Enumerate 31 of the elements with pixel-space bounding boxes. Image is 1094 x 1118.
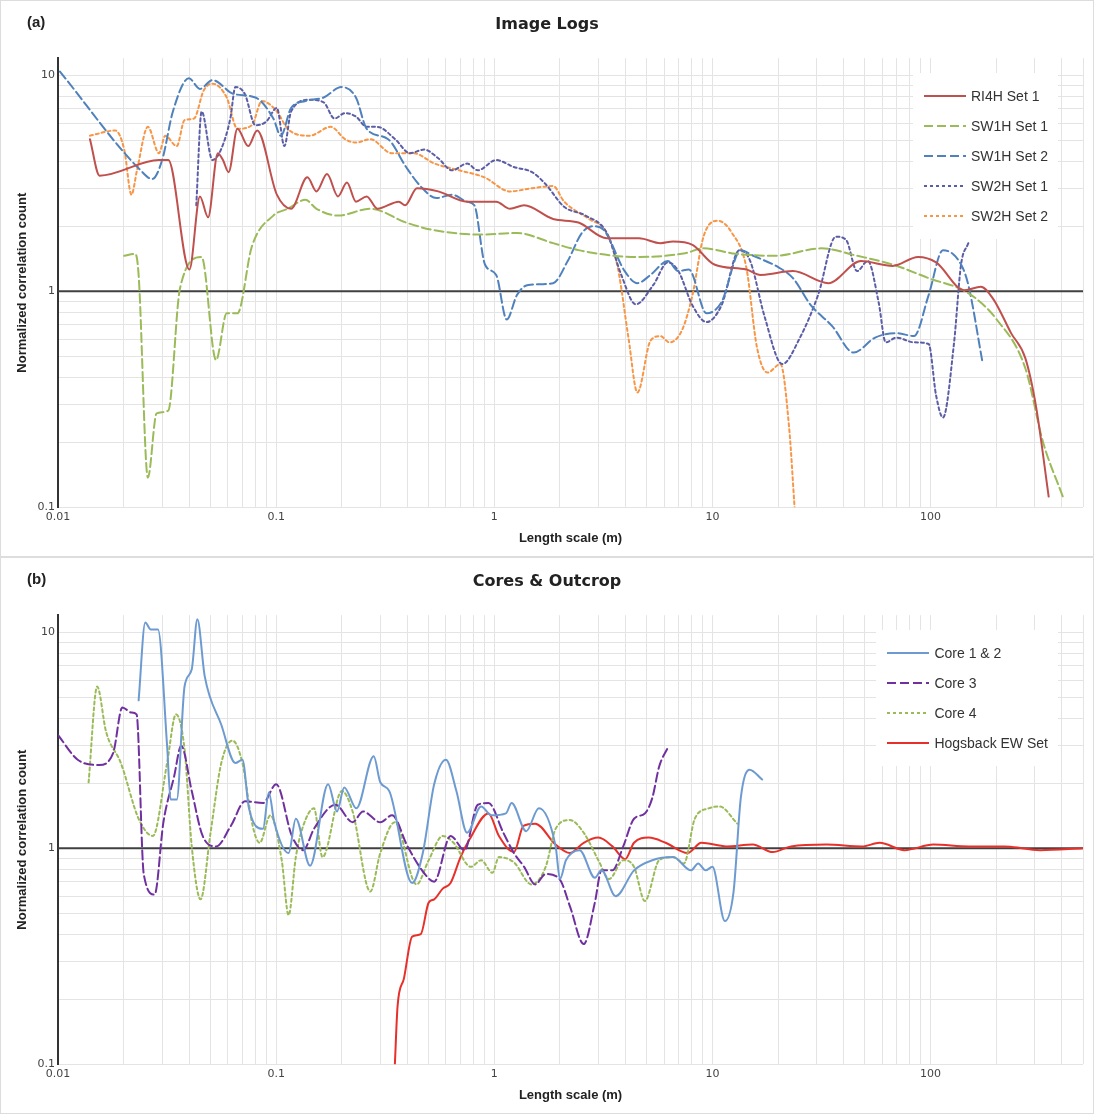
- y-tick-label: 10: [41, 68, 56, 82]
- x-tick-label: 0.1: [267, 1066, 285, 1080]
- chart-title: Image Logs: [495, 13, 599, 33]
- text: (b): [27, 570, 47, 587]
- y-tick-label: 10: [41, 625, 56, 639]
- legend-label: SW2H Set 2: [970, 208, 1048, 225]
- x-tick-label: 100: [920, 509, 942, 523]
- legend-label: SW1H Set 1: [970, 118, 1048, 135]
- legend-label: Hogsback EW Set: [934, 735, 1048, 752]
- text: (a): [27, 13, 46, 30]
- legend-label: Core 4: [934, 705, 977, 722]
- x-tick-label: 1: [490, 1066, 498, 1080]
- x-tick-label: 0.1: [267, 509, 285, 523]
- legend-label: SW2H Set 1: [970, 178, 1048, 195]
- x-tick-label: 10: [705, 1066, 720, 1080]
- chart-title: Cores & Outcrop: [472, 570, 622, 590]
- y-axis-title: Normalized correlation count: [14, 749, 30, 930]
- legend-label: SW1H Set 2: [970, 148, 1048, 165]
- y-axis-title: Normalized correlation count: [14, 192, 30, 373]
- x-axis-title: Length scale (m): [518, 529, 623, 545]
- legend-label: Core 3: [934, 675, 977, 692]
- legend-label: RI4H Set 1: [970, 88, 1040, 105]
- x-tick-label: 0.01: [45, 1066, 71, 1080]
- y-tick-label: 1: [48, 841, 56, 855]
- x-tick-label: 100: [920, 1066, 942, 1080]
- x-tick-label: 10: [705, 509, 720, 523]
- x-tick-label: 1: [490, 509, 498, 523]
- x-axis-title: Length scale (m): [518, 1086, 623, 1102]
- x-tick-label: 0.01: [45, 509, 71, 523]
- y-tick-label: 1: [48, 284, 56, 298]
- legend-label: Core 1 & 2: [934, 645, 1002, 662]
